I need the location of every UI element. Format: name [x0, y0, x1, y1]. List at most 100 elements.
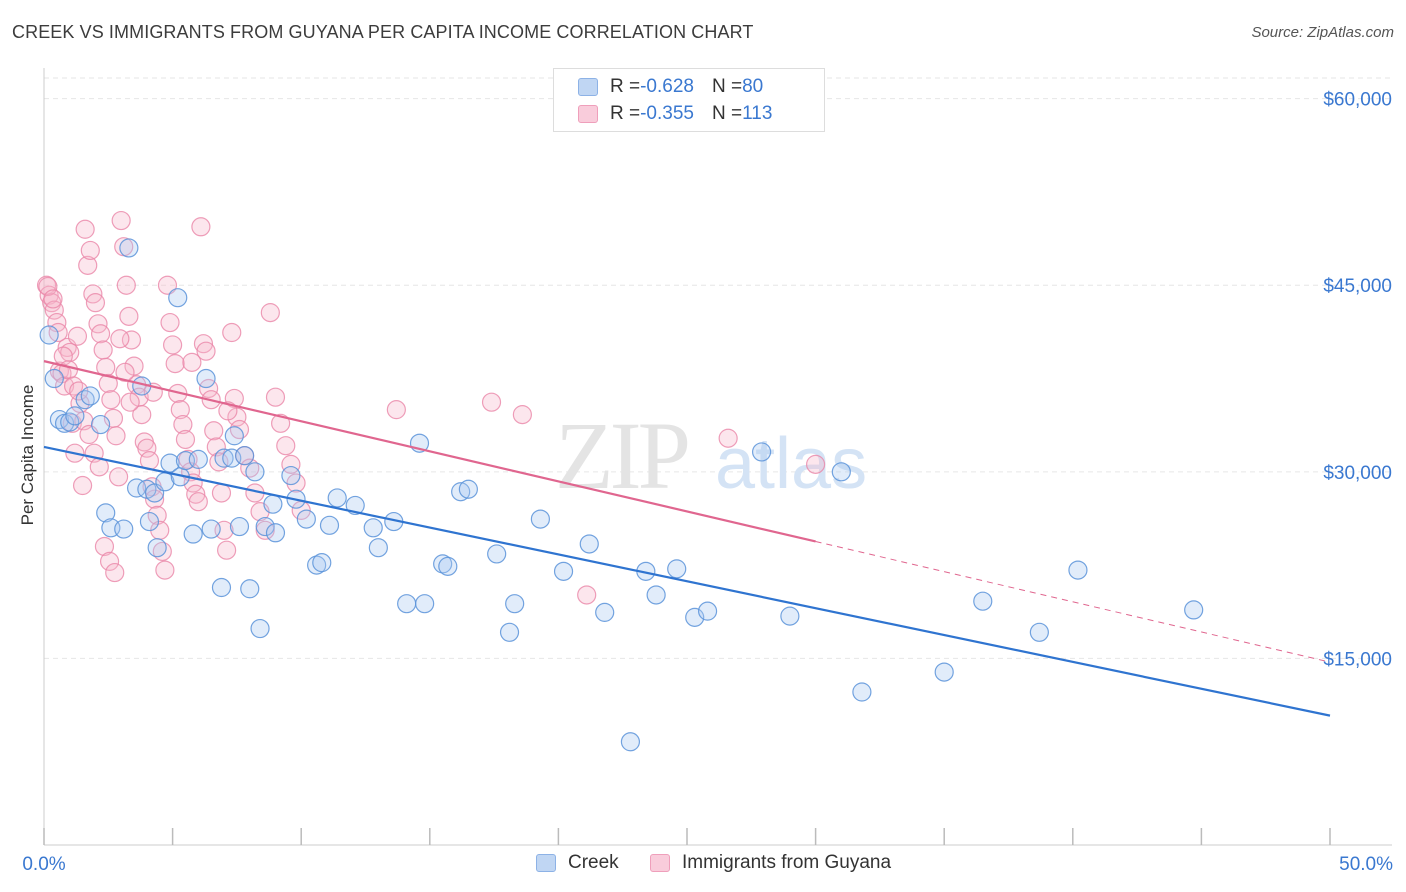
point-guyana — [105, 562, 125, 583]
point-creek — [579, 534, 599, 554]
x-tick-label: 0.0% — [22, 854, 65, 875]
point-creek — [451, 482, 471, 502]
point-guyana — [120, 392, 140, 412]
point-creek — [44, 368, 64, 389]
trend-line-guyana — [43, 360, 816, 543]
legend-label-guyana: Immigrants from Guyana — [682, 852, 892, 873]
point-creek — [397, 594, 417, 614]
legend-swatch-guyana — [578, 105, 598, 123]
point-guyana — [75, 219, 95, 239]
legend-item-creek: Creek — [536, 852, 619, 874]
point-guyana — [43, 289, 63, 309]
point-guyana — [206, 437, 226, 457]
point-creek — [201, 519, 221, 539]
point-guyana — [108, 467, 129, 487]
point-guyana — [72, 475, 93, 496]
y-tick-label: $60,000 — [1323, 90, 1392, 111]
point-creek — [281, 465, 301, 486]
point-creek — [831, 462, 851, 482]
point-creek — [780, 606, 800, 626]
stats-legend: R = -0.628 N = 80 R = -0.355 N = 113 — [553, 68, 825, 132]
point-guyana — [577, 585, 597, 605]
point-creek — [265, 523, 286, 543]
point-guyana — [173, 414, 193, 435]
watermark-atlas: atlas — [715, 424, 867, 504]
point-guyana — [38, 276, 58, 297]
point-guyana — [165, 354, 185, 374]
point-creek — [90, 414, 111, 435]
point-guyana — [160, 312, 180, 333]
point-guyana — [85, 293, 106, 313]
legend-n-value: 80 — [742, 76, 764, 97]
legend-row-creek: R = -0.628 N = 80 — [578, 76, 763, 98]
chart-title: CREEK VS IMMIGRANTS FROM GUYANA PER CAPI… — [12, 22, 754, 42]
point-creek — [80, 386, 100, 406]
point-guyana — [78, 255, 98, 275]
point-creek — [499, 622, 520, 642]
y-tick-labels: $15,000 $30,000 $45,000 $60,000 — [1323, 90, 1392, 671]
y-axis-label: Per Capita Income — [18, 384, 37, 526]
point-creek — [751, 442, 772, 462]
trend-lines — [43, 360, 1331, 717]
point-guyana — [186, 484, 206, 504]
point-creek — [667, 559, 687, 579]
point-guyana — [116, 275, 136, 295]
legend-r-label: R = — [610, 76, 641, 97]
legend-swatch-guyana — [650, 854, 670, 872]
point-guyana — [99, 551, 120, 571]
point-guyana — [512, 405, 532, 425]
point-guyana — [155, 560, 175, 580]
point-creek — [255, 516, 275, 537]
point-guyana — [152, 541, 172, 562]
point-creek — [263, 494, 283, 514]
point-guyana — [157, 275, 178, 295]
point-guyana — [281, 454, 301, 474]
point-creek — [214, 448, 234, 468]
point-creek — [296, 509, 316, 529]
y-tick-label: $15,000 — [1323, 649, 1392, 670]
point-creek — [39, 325, 59, 345]
legend-label-creek: Creek — [568, 852, 619, 873]
point-creek — [368, 538, 388, 558]
point-guyana — [481, 392, 502, 412]
trend-line-creek — [43, 445, 1331, 717]
point-creek — [114, 519, 134, 539]
point-guyana — [217, 540, 237, 560]
point-guyana — [204, 421, 224, 441]
point-guyana — [276, 436, 296, 456]
point-creek — [188, 449, 208, 469]
point-guyana — [265, 387, 286, 407]
point-creek — [224, 426, 244, 446]
point-creek — [229, 516, 250, 537]
point-creek — [1029, 622, 1049, 642]
trend-line-guyana-extension — [815, 541, 1331, 663]
point-creek — [505, 594, 525, 614]
point-guyana — [111, 210, 131, 231]
legend-r-label: R = — [610, 103, 641, 124]
point-guyana — [386, 400, 406, 420]
point-guyana — [271, 413, 291, 433]
point-guyana — [67, 326, 88, 346]
point-guyana — [98, 373, 118, 394]
point-guyana — [209, 452, 229, 472]
point-guyana — [222, 322, 242, 343]
point-creek — [852, 682, 872, 702]
gridlines — [44, 77, 1392, 659]
point-creek — [1068, 560, 1088, 580]
point-creek — [973, 591, 993, 611]
point-creek — [60, 412, 80, 432]
point-creek — [250, 618, 270, 639]
point-guyana — [137, 438, 157, 458]
axes — [43, 68, 1392, 846]
point-creek — [415, 594, 435, 614]
point-creek — [211, 577, 232, 598]
point-creek — [75, 390, 95, 410]
point-creek — [530, 509, 550, 529]
point-creek — [139, 511, 160, 532]
source-label: Source: ZipAtlas.com — [1251, 24, 1394, 41]
point-creek — [433, 554, 453, 574]
watermark-zip: ZIP — [555, 402, 688, 509]
point-guyana — [119, 306, 139, 326]
point-guyana — [260, 303, 280, 323]
